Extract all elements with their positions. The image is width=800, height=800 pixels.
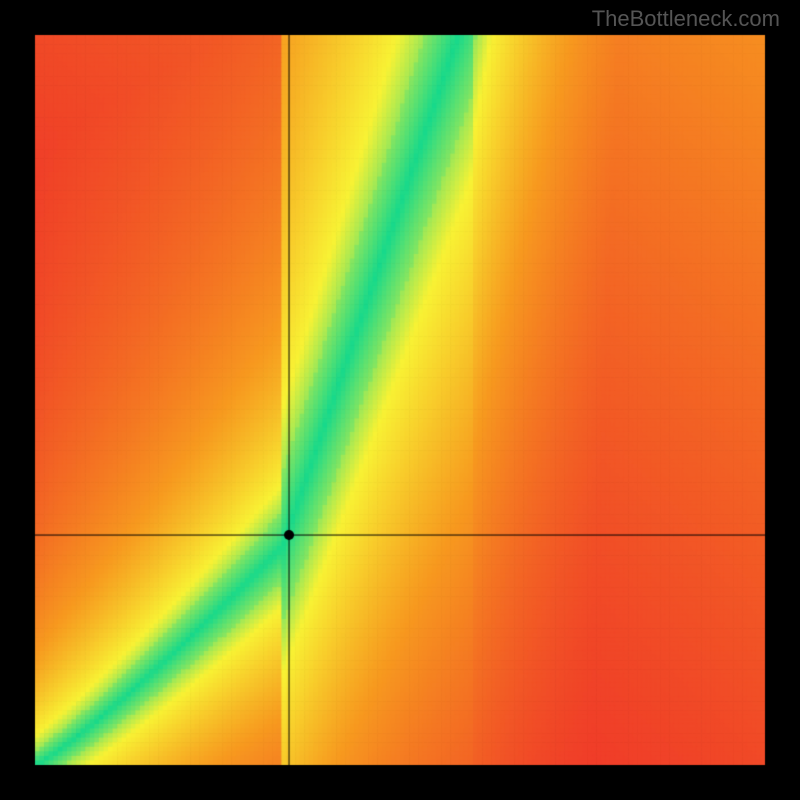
chart-container: TheBottleneck.com [0,0,800,800]
heatmap-canvas [0,0,800,800]
